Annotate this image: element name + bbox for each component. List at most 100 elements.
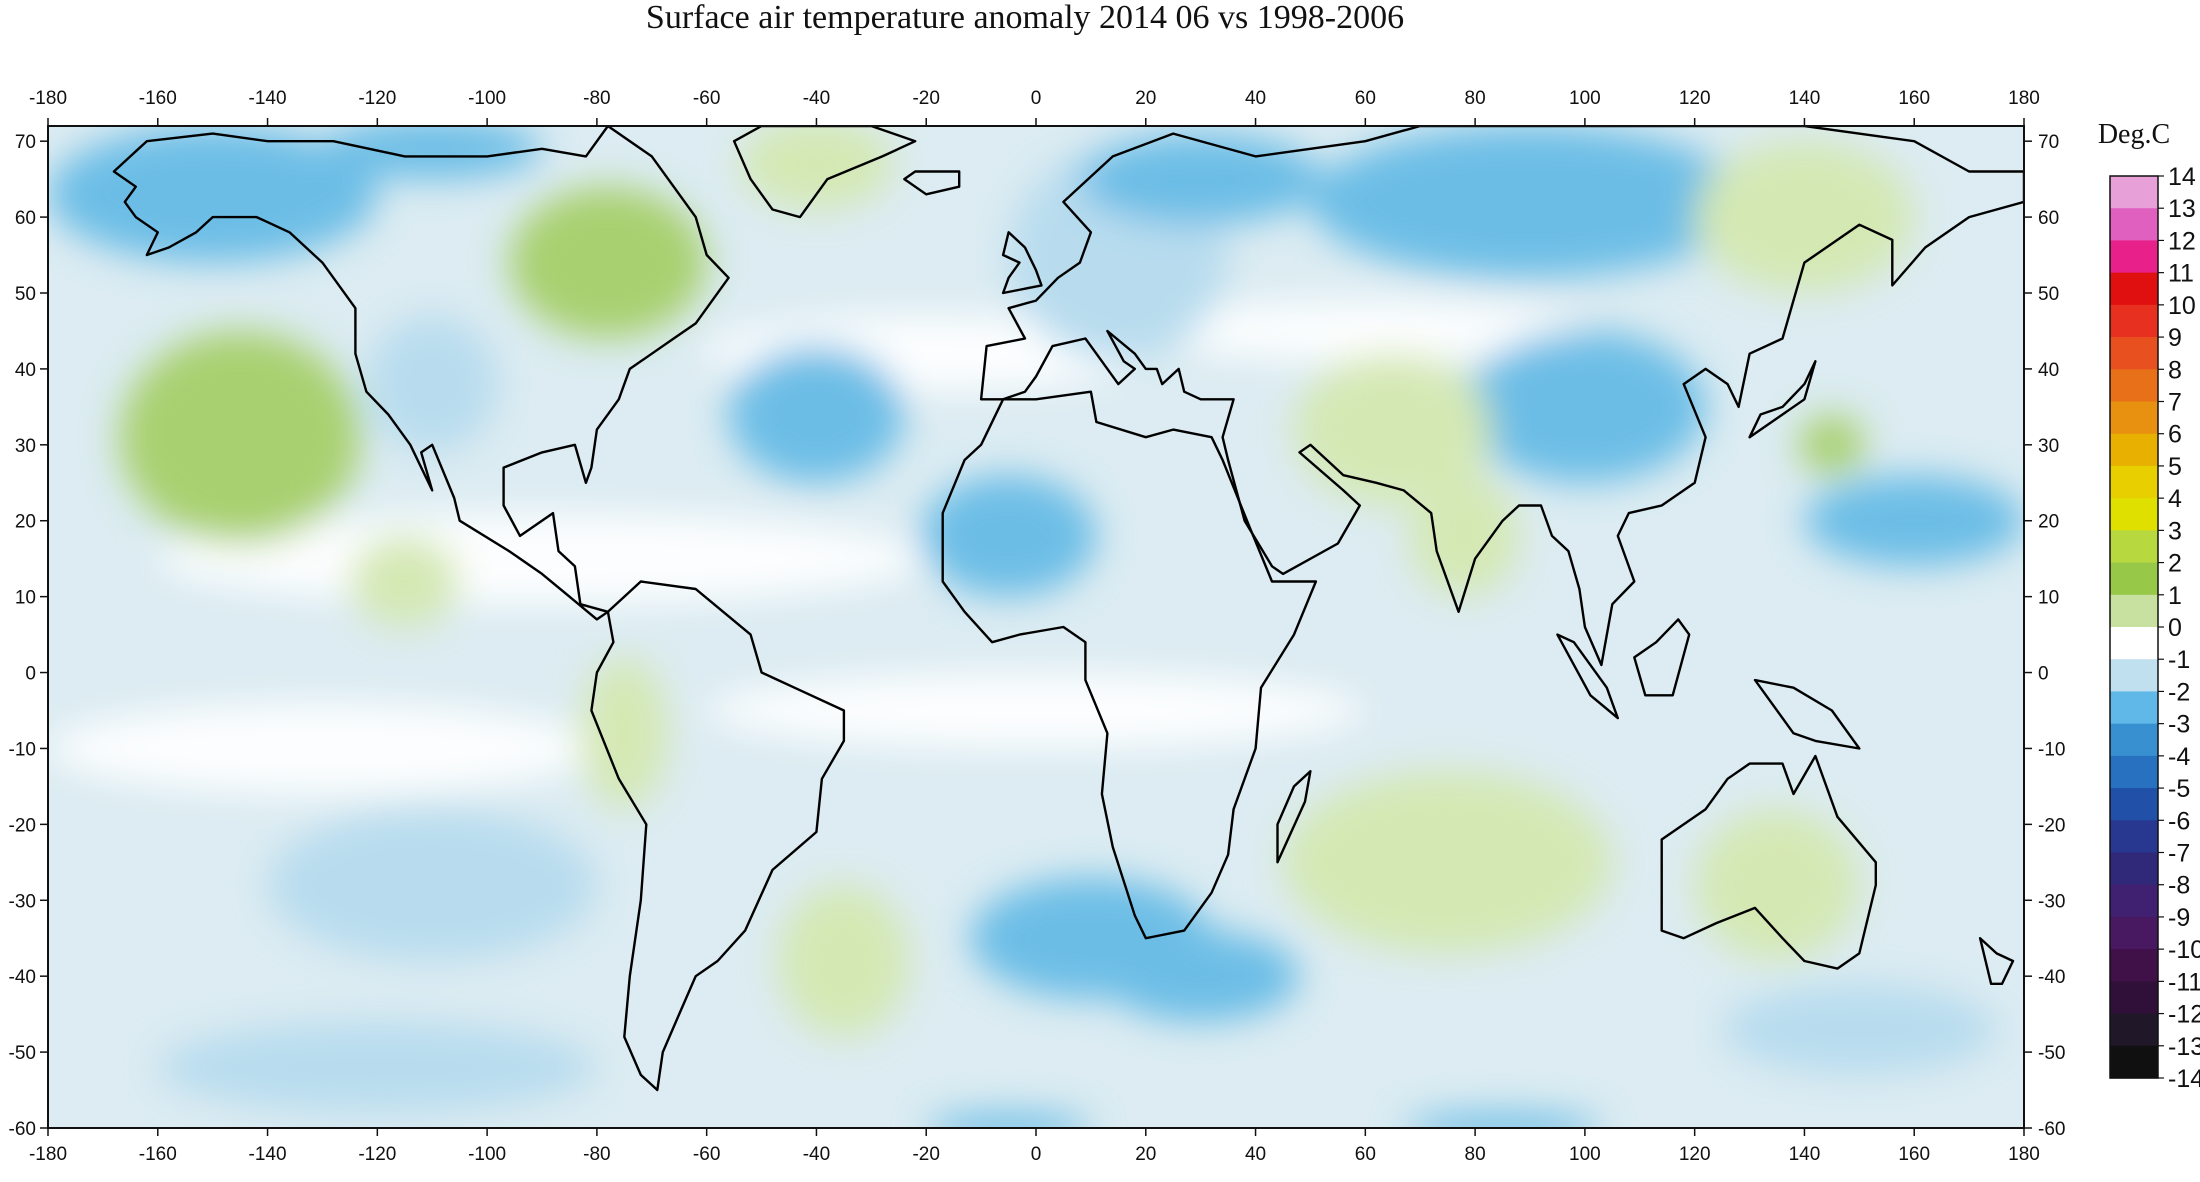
lon-tick-label-bottom: -40 <box>803 1144 830 1165</box>
colorbar-label: -5 <box>2168 775 2190 803</box>
lat-tick-label-left: 70 <box>15 132 36 153</box>
map-title: Surface air temperature anomaly 2014 06 … <box>645 0 1405 36</box>
colorbar-swatch <box>2110 820 2158 854</box>
lat-tick-label-right: 50 <box>2038 284 2059 305</box>
lat-tick-label-left: 20 <box>15 512 36 533</box>
lon-tick-label-top: 120 <box>1679 88 1711 109</box>
lon-tick-label-bottom: -100 <box>468 1144 506 1165</box>
colorbar-label: 2 <box>2168 550 2182 578</box>
lon-tick-label-top: 20 <box>1135 88 1156 109</box>
lon-tick-label-bottom: 100 <box>1569 1144 1601 1165</box>
lat-tick-label-left: 50 <box>15 284 36 305</box>
lat-tick-label-left: -20 <box>9 815 36 836</box>
lon-tick-label-top: 80 <box>1465 88 1486 109</box>
colorbar-label: -7 <box>2168 840 2190 868</box>
colorbar-swatch <box>2110 627 2158 660</box>
lat-tick-label-left: 0 <box>25 664 36 685</box>
lat-tick-label-right: -40 <box>2038 967 2065 988</box>
colorbar-swatch <box>2110 304 2158 338</box>
lat-tick-label-right: -20 <box>2038 815 2065 836</box>
lon-tick-label-bottom: -180 <box>29 1144 67 1165</box>
lat-tick-label-left: -60 <box>9 1119 36 1140</box>
anomaly-region <box>920 475 1097 597</box>
colorbar-label: -14 <box>2168 1065 2200 1093</box>
colorbar-label: 9 <box>2168 324 2182 352</box>
lat-tick-label-right: 40 <box>2038 360 2059 381</box>
anomaly-region <box>322 126 542 180</box>
anomaly-region <box>1694 141 1915 293</box>
lon-tick-label-bottom: -60 <box>693 1144 720 1165</box>
colorbar-label: 14 <box>2168 163 2196 191</box>
anomaly-region <box>1079 133 1322 225</box>
anomaly-region <box>1283 771 1613 954</box>
lon-tick-label-bottom: -120 <box>358 1144 396 1165</box>
lat-tick-label-right: 20 <box>2038 512 2059 533</box>
colorbar-label: -10 <box>2168 936 2200 964</box>
colorbar-label: 6 <box>2168 421 2182 449</box>
coastlines <box>112 126 2024 1092</box>
anomaly-region <box>728 346 905 483</box>
coastline-sumatra <box>1556 633 1620 720</box>
lon-tick-label-top: -80 <box>583 88 610 109</box>
colorbar-label: 3 <box>2168 517 2182 545</box>
anomaly-region <box>926 1112 1091 1128</box>
colorbar-label: 5 <box>2168 453 2182 481</box>
anomaly-region <box>349 535 460 627</box>
anomaly-region <box>1403 1112 1602 1128</box>
anomaly-region <box>1409 475 1520 597</box>
anomaly-region <box>1694 809 1860 961</box>
lat-tick-label-right: -10 <box>2038 739 2065 760</box>
colorbar-label: -13 <box>2168 1033 2200 1061</box>
lon-tick-label-top: -100 <box>468 88 506 109</box>
neutral-band <box>706 672 1366 749</box>
colorbar-swatch <box>2110 401 2158 435</box>
colorbar-label: -9 <box>2168 904 2190 932</box>
colorbar-label: 4 <box>2168 485 2182 513</box>
colorbar-label: 1 <box>2168 582 2182 610</box>
axis-ticks: -180-180-160-160-140-140-120-120-100-100… <box>9 88 2066 1165</box>
colorbar-label: 8 <box>2168 356 2182 384</box>
colorbar-swatch <box>2110 1013 2158 1047</box>
colorbar-label: 0 <box>2168 614 2182 642</box>
lon-tick-label-bottom: 40 <box>1245 1144 1266 1165</box>
colorbar-swatch <box>2110 755 2158 789</box>
lon-tick-label-top: -20 <box>912 88 939 109</box>
coastline-greenland <box>732 126 917 219</box>
anomaly-region <box>185 376 274 453</box>
colorbar-label: 7 <box>2168 389 2182 417</box>
lon-tick-label-top: -180 <box>29 88 67 109</box>
coastline-iceland <box>903 170 961 196</box>
colorbar-swatch <box>2110 465 2158 499</box>
anomaly-region <box>366 315 499 453</box>
colorbar-swatch <box>2110 176 2158 209</box>
anomaly-region <box>1722 983 1997 1075</box>
lon-tick-label-bottom: 20 <box>1135 1144 1156 1165</box>
colorbar-swatch <box>2110 433 2158 467</box>
lon-tick-label-top: -120 <box>358 88 396 109</box>
colorbar-swatch <box>2110 981 2158 1015</box>
colorbar-swatch <box>2110 369 2158 403</box>
lon-tick-label-top: 140 <box>1789 88 1821 109</box>
lon-tick-label-bottom: 80 <box>1465 1144 1486 1165</box>
coastline-japan <box>1748 360 1817 439</box>
coastline-africa <box>941 390 1318 940</box>
colorbar-swatch <box>2110 884 2158 918</box>
lon-tick-label-top: -40 <box>803 88 830 109</box>
anomaly-region <box>778 885 910 1037</box>
lon-tick-label-bottom: -160 <box>139 1144 177 1165</box>
colorbar-swatch <box>2110 498 2158 531</box>
anomaly-region <box>1293 353 1492 506</box>
anomaly-region <box>580 657 669 810</box>
neutral-band <box>1145 300 1585 362</box>
anomaly-region <box>1101 930 1300 1022</box>
coastline-eurasia <box>979 126 2024 667</box>
lon-tick-label-top: -140 <box>249 88 287 109</box>
colorbar-title: Deg.C <box>2098 119 2170 150</box>
colorbar-label: -1 <box>2168 646 2190 674</box>
coastline-new-zealand <box>1978 937 2015 985</box>
colorbar-swatch <box>2110 208 2158 242</box>
colorbar-swatch <box>2110 594 2158 628</box>
lon-tick-label-top: 0 <box>1031 88 1042 109</box>
anomaly-region <box>48 126 378 263</box>
lat-tick-label-right: -60 <box>2038 1119 2065 1140</box>
